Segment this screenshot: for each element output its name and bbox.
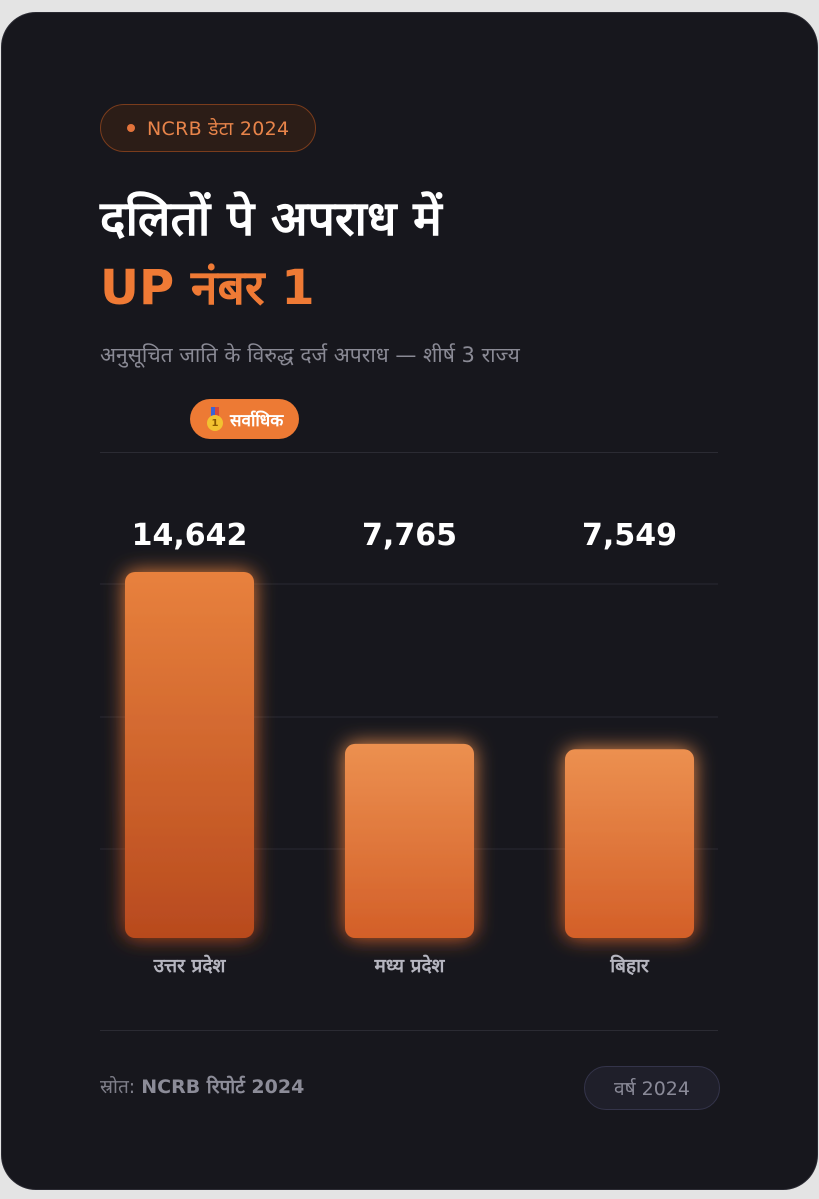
bar [345,743,474,938]
page-subtitle: अनुसूचित जाति के विरुद्ध दर्ज अपराध — शी… [100,343,520,367]
divider-bottom [100,1030,718,1031]
category-label: मध्य प्रदेश [374,954,446,977]
footer-source-prefix: स्रोत: [100,1076,136,1098]
source-tag: NCRB डेटा 2024 [100,104,317,152]
medal-icon: 1 [206,407,224,431]
infographic-card: NCRB डेटा 2024 दलितों पे अपराध में UP नं… [2,13,817,1189]
highest-badge: 1 सर्वाधिक [190,399,300,439]
category-label: बिहार [609,954,650,977]
highest-badge-label: सर्वाधिक [230,410,284,431]
divider-top [100,452,718,453]
bar-chart: 14,642 उत्तर प्रदेश 7,765 मध्य प्रदेश 7,549 ब… [100,518,718,977]
page-title-highlight: UP नंबर 1 [100,260,315,316]
year-badge: वर्ष 2024 [584,1066,720,1110]
page-title: दलितों पे अपराध में [100,191,442,247]
bar [125,572,254,938]
bar-value-label: 14,642 [132,518,248,553]
category-label: उत्तर प्रदेश [153,954,227,977]
dot-icon [127,124,135,132]
source-tag-label: NCRB डेटा 2024 [147,118,290,140]
footer-source: स्रोत: NCRB रिपोर्ट 2024 [100,1073,304,1099]
bar-value-label: 7,549 [582,518,677,553]
footer-source-name: NCRB रिपोर्ट 2024 [141,1076,305,1098]
bar-value-label: 7,765 [362,518,457,553]
bar [565,749,694,938]
